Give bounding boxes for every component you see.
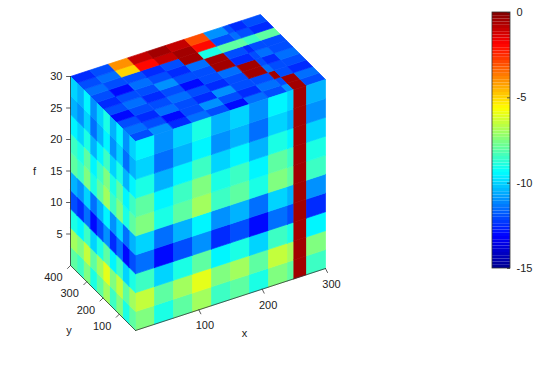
svg-text:-15: -15 bbox=[517, 262, 533, 274]
svg-text:20: 20 bbox=[50, 133, 62, 145]
svg-text:30: 30 bbox=[50, 70, 62, 82]
svg-text:f: f bbox=[33, 165, 37, 177]
svg-text:200: 200 bbox=[77, 304, 95, 316]
svg-text:100: 100 bbox=[196, 319, 214, 331]
svg-text:-10: -10 bbox=[517, 177, 533, 189]
svg-text:x: x bbox=[242, 327, 248, 339]
svg-text:0: 0 bbox=[517, 6, 523, 18]
svg-text:25: 25 bbox=[50, 102, 62, 114]
svg-text:300: 300 bbox=[60, 287, 78, 299]
svg-text:300: 300 bbox=[322, 278, 340, 290]
svg-text:y: y bbox=[66, 324, 72, 336]
svg-text:15: 15 bbox=[50, 165, 62, 177]
svg-text:5: 5 bbox=[56, 228, 62, 240]
svg-text:400: 400 bbox=[44, 271, 62, 283]
svg-text:-5: -5 bbox=[517, 91, 527, 103]
svg-text:100: 100 bbox=[93, 320, 111, 332]
svg-text:200: 200 bbox=[259, 299, 277, 311]
svg-text:10: 10 bbox=[50, 196, 62, 208]
